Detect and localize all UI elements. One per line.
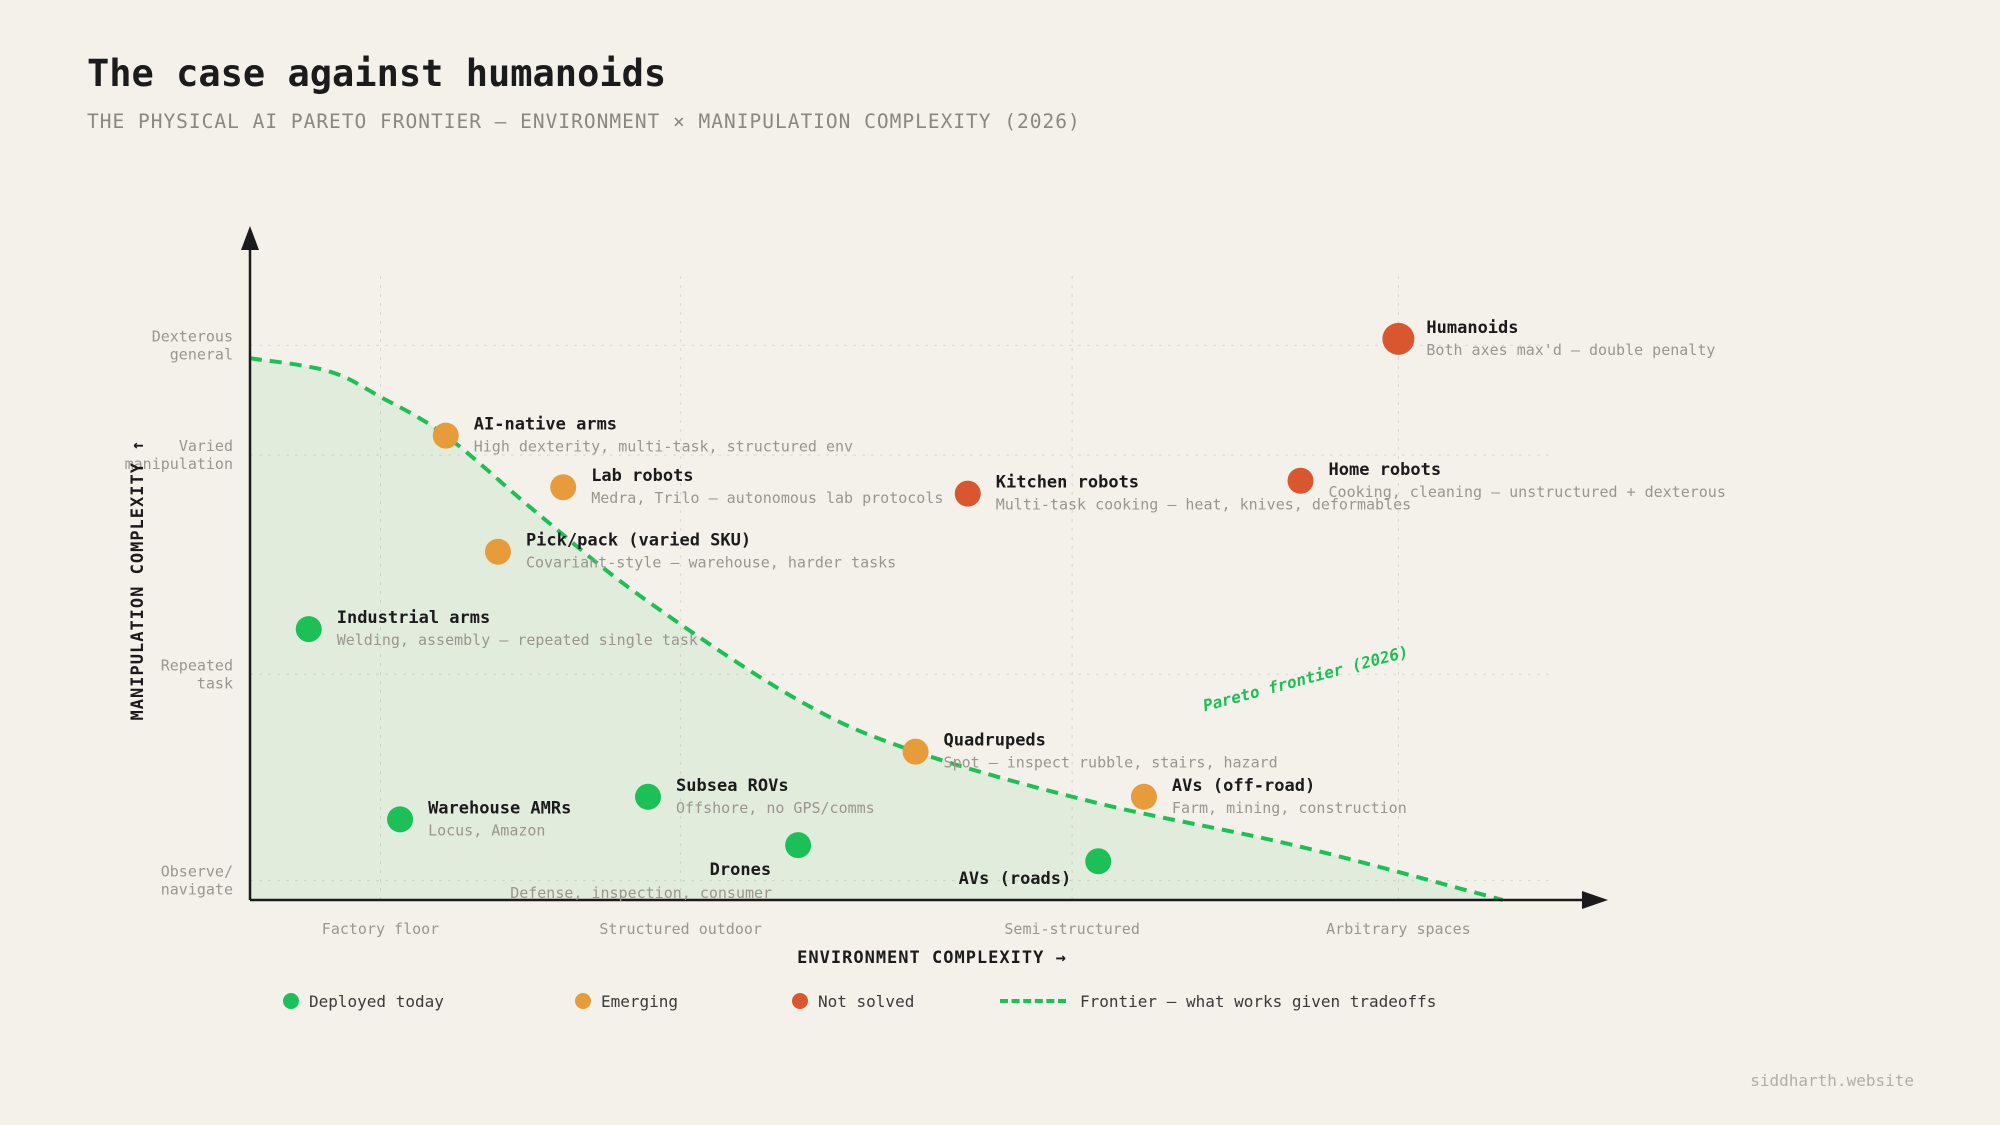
- x-tick-label-1: Structured outdoor: [599, 920, 762, 938]
- credit-text: siddharth.website: [1750, 1071, 1914, 1090]
- y-axis-arrow: [241, 226, 259, 250]
- grid: [250, 275, 1550, 900]
- point-label-drones: Drones: [710, 860, 771, 880]
- point-label-kitchen-robots: Kitchen robots: [996, 473, 1139, 493]
- x-tick-label-2: Semi-structured: [1004, 920, 1139, 938]
- point-desc-quadrupeds: Spot — inspect rubble, stairs, hazard: [944, 754, 1278, 772]
- legend-item-deployed: Deployed today: [283, 990, 444, 1012]
- legend-swatch-deployed: [283, 993, 299, 1009]
- point-label-pick-pack-varied-sku: Pick/pack (varied SKU): [526, 531, 751, 551]
- y-tick-label-3-0: Dexterous: [152, 327, 233, 345]
- point-label-quadrupeds: Quadrupeds: [944, 731, 1046, 751]
- y-tick-label-3-1: general: [170, 345, 233, 363]
- point-label-avs-off-road: AVs (off-road): [1172, 776, 1315, 796]
- point-avs-off-road: [1130, 783, 1157, 810]
- point-desc-industrial-arms: Welding, assembly — repeated single task: [337, 631, 698, 649]
- axes: Factory floor Structured outdoor Semi-stru…: [125, 226, 1608, 968]
- point-label-subsea-rovs: Subsea ROVs: [676, 776, 789, 796]
- point-quadrupeds: [902, 738, 929, 765]
- y-tick-label-0-0: Observe/: [161, 863, 233, 881]
- legend-swatch-emerging: [575, 993, 591, 1009]
- point-desc-lab-robots: Medra, Trilo — autonomous lab protocols: [591, 489, 943, 507]
- point-label-avs-roads: AVs (roads): [959, 869, 1072, 889]
- legend-swatch-not-solved: [792, 993, 808, 1009]
- legend-label-not-solved: Not solved: [818, 991, 915, 1011]
- point-desc-warehouse-amrs: Locus, Amazon: [428, 821, 545, 839]
- y-tick-label-2-0: Varied: [179, 437, 233, 455]
- chart-subtitle: THE PHYSICAL AI PARETO FRONTIER — ENVIRO…: [87, 110, 1081, 133]
- y-tick-label-1-0: Repeated: [161, 656, 233, 674]
- point-desc-humanoids: Both axes max'd — double penalty: [1426, 341, 1715, 359]
- chart-title: The case against humanoids: [87, 52, 667, 95]
- x-axis-arrow: [1582, 891, 1608, 909]
- legend-label-emerging: Emerging: [601, 991, 679, 1011]
- legend-label-deployed: Deployed today: [309, 991, 444, 1011]
- point-desc-avs-off-road: Farm, mining, construction: [1172, 799, 1407, 817]
- point-desc-pick-pack-varied-sku: Covariant-style — warehouse, harder task…: [526, 554, 896, 572]
- point-desc-kitchen-robots: Multi-task cooking — heat, knives, defor…: [996, 496, 1411, 514]
- x-axis-title: ENVIRONMENT COMPLEXITY →: [797, 948, 1067, 968]
- point-home-robots: [1287, 467, 1314, 494]
- point-label-warehouse-amrs: Warehouse AMRs: [428, 798, 571, 818]
- points-layer: Humanoids Both axes max'd — double penalt…: [295, 318, 1726, 902]
- point-desc-subsea-rovs: Offshore, no GPS/comms: [676, 799, 875, 817]
- point-desc-drones: Defense, inspection, consumer: [510, 884, 772, 902]
- point-avs-roads: [1085, 848, 1112, 875]
- y-tick-label-2-1: manipulation: [125, 455, 233, 473]
- point-drones: [785, 832, 812, 859]
- point-label-lab-robots: Lab robots: [591, 466, 693, 486]
- y-axis-title: MANIPULATION COMPLEXITY ↑: [128, 440, 148, 721]
- point-lab-robots: [550, 474, 577, 501]
- y-tick-label-0-1: navigate: [161, 881, 233, 899]
- frontier-label: Pareto frontier (2026): [1201, 642, 1411, 715]
- point-desc-ai-native-arms: High dexterity, multi-task, structured e…: [474, 438, 853, 456]
- point-kitchen-robots: [954, 480, 981, 507]
- point-label-industrial-arms: Industrial arms: [337, 608, 491, 628]
- y-tick-label-1-1: task: [197, 674, 233, 692]
- x-tick-label-3: Arbitrary spaces: [1326, 920, 1471, 938]
- legend-swatch-frontier: [1000, 999, 1066, 1003]
- point-pick-pack-varied-sku: [484, 538, 511, 565]
- point-humanoids: [1382, 322, 1415, 355]
- point-subsea-rovs: [635, 783, 662, 810]
- point-industrial-arms: [295, 616, 322, 643]
- x-tick-label-0: Factory floor: [322, 920, 439, 938]
- point-ai-native-arms: [432, 422, 459, 449]
- legend-item-frontier: Frontier — what works given tradeoffs: [1000, 990, 1436, 1012]
- point-label-ai-native-arms: AI-native arms: [474, 415, 617, 435]
- legend-label-frontier: Frontier — what works given tradeoffs: [1080, 991, 1437, 1011]
- point-warehouse-amrs: [387, 806, 414, 833]
- frontier-line: [249, 356, 1504, 902]
- frontier-area: [250, 358, 1503, 900]
- legend-item-emerging: Emerging: [575, 990, 678, 1012]
- point-label-humanoids: Humanoids: [1426, 318, 1518, 338]
- point-label-home-robots: Home robots: [1329, 460, 1442, 480]
- legend-item-not-solved: Not solved: [792, 990, 914, 1012]
- point-desc-home-robots: Cooking, cleaning — unstructured + dexte…: [1329, 483, 1726, 501]
